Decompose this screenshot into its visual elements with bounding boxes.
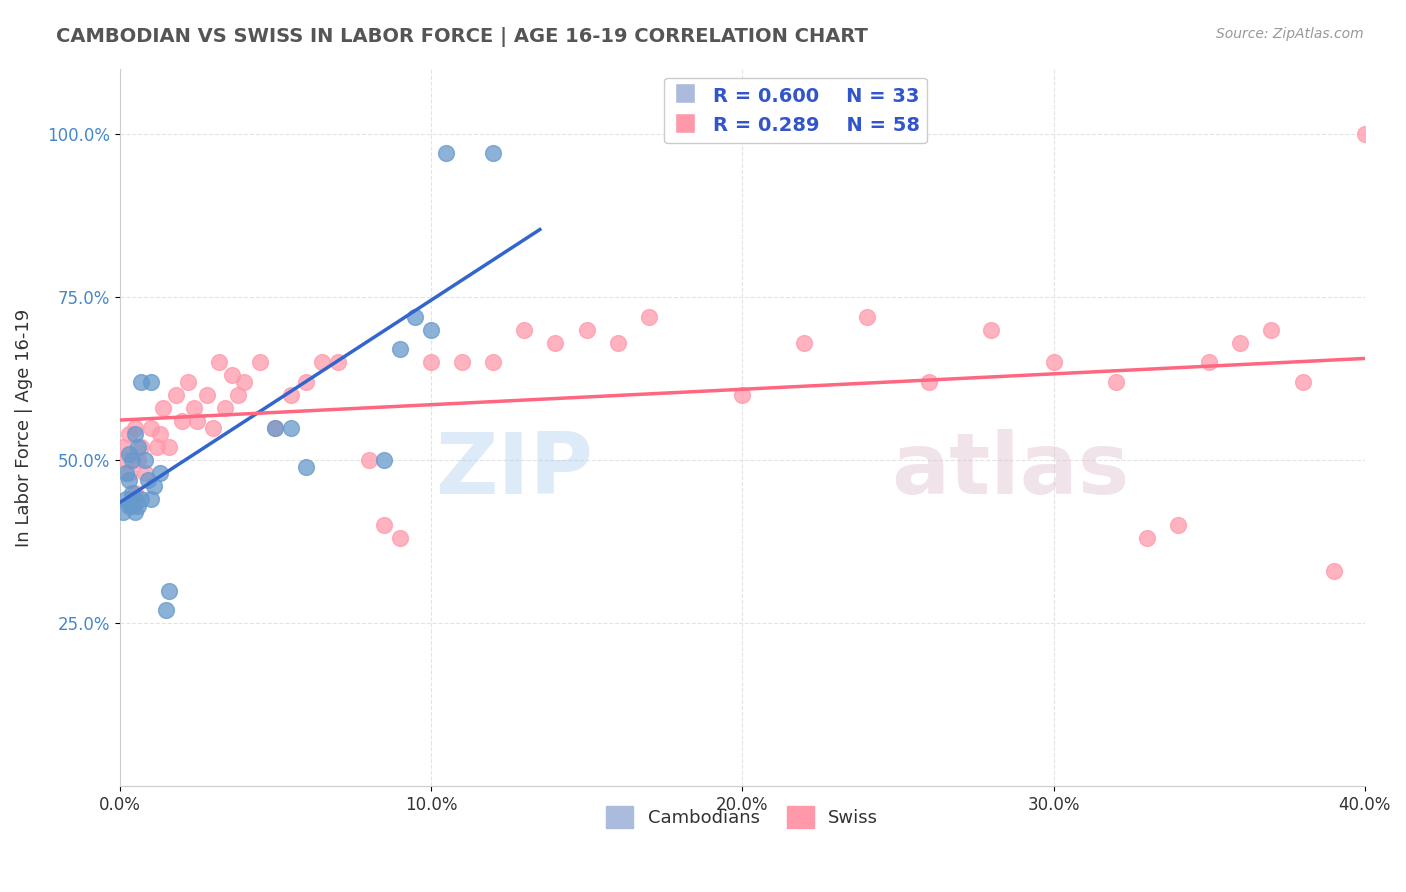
Point (131, 375, 153, 389)
Point (118, 427, 141, 442)
Point (121, 499, 143, 513)
Point (214, 401, 236, 415)
Point (118, 473, 141, 487)
Point (115, 453, 138, 467)
Point (146, 440, 169, 454)
Point (183, 401, 205, 415)
Point (115, 466, 138, 480)
Point (249, 355, 271, 369)
Point (451, 355, 474, 369)
Text: CAMBODIAN VS SWISS IN LABOR FORCE | AGE 16-19 CORRELATION CHART: CAMBODIAN VS SWISS IN LABOR FORCE | AGE … (56, 27, 868, 46)
Point (118, 499, 141, 513)
Point (373, 518, 395, 533)
Point (482, 146, 505, 161)
Point (855, 310, 877, 324)
Point (134, 466, 156, 480)
Point (124, 505, 146, 519)
Y-axis label: In Labor Force | Age 16-19: In Labor Force | Age 16-19 (15, 309, 32, 547)
Point (295, 375, 318, 389)
Point (980, 323, 1002, 337)
Point (121, 485, 143, 500)
Point (127, 440, 149, 454)
Point (124, 420, 146, 434)
Point (177, 375, 200, 389)
Point (157, 583, 180, 598)
Point (1323, 564, 1346, 578)
Point (731, 388, 754, 402)
Point (436, 146, 458, 161)
Point (152, 401, 174, 415)
Point (139, 375, 162, 389)
Point (157, 440, 180, 454)
Point (1136, 532, 1159, 546)
Point (127, 453, 149, 467)
Point (544, 335, 567, 350)
Point (1167, 518, 1189, 533)
Point (186, 414, 208, 428)
Point (139, 420, 162, 434)
Legend: Cambodians, Swiss: Cambodians, Swiss (599, 798, 886, 835)
Point (142, 479, 165, 493)
Point (118, 447, 141, 461)
Point (111, 440, 134, 454)
Point (121, 453, 143, 467)
Point (280, 388, 302, 402)
Point (575, 323, 598, 337)
Point (155, 603, 177, 617)
Point (388, 532, 411, 546)
Point (1354, 127, 1376, 141)
Point (1291, 375, 1313, 389)
Point (134, 453, 156, 467)
Point (311, 355, 333, 369)
Point (264, 420, 287, 434)
Point (482, 355, 505, 369)
Point (357, 453, 380, 467)
Point (264, 420, 287, 434)
Point (280, 420, 302, 434)
Point (208, 355, 231, 369)
Point (637, 310, 659, 324)
Point (606, 335, 628, 350)
Point (793, 335, 815, 350)
Point (111, 505, 134, 519)
Point (226, 388, 249, 402)
Point (149, 466, 172, 480)
Point (233, 375, 256, 389)
Point (201, 420, 224, 434)
Text: ZIP: ZIP (434, 429, 593, 512)
Point (918, 375, 941, 389)
Text: atlas: atlas (891, 429, 1130, 512)
Point (419, 323, 441, 337)
Point (221, 368, 243, 383)
Point (124, 485, 146, 500)
Point (1105, 375, 1128, 389)
Point (404, 310, 426, 324)
Point (124, 427, 146, 442)
Point (1198, 355, 1220, 369)
Text: Source: ZipAtlas.com: Source: ZipAtlas.com (1216, 27, 1364, 41)
Point (295, 459, 318, 474)
Point (1042, 355, 1064, 369)
Point (1260, 323, 1282, 337)
Point (118, 466, 141, 480)
Point (165, 388, 187, 402)
Point (388, 342, 411, 356)
Point (170, 414, 193, 428)
Point (139, 492, 162, 507)
Point (131, 440, 153, 454)
Point (136, 473, 159, 487)
Point (373, 453, 395, 467)
Point (419, 355, 441, 369)
Point (195, 388, 218, 402)
Point (115, 492, 138, 507)
Point (124, 492, 146, 507)
Point (149, 427, 172, 442)
Point (513, 323, 536, 337)
Point (127, 499, 149, 513)
Point (1229, 335, 1251, 350)
Point (131, 492, 153, 507)
Point (326, 355, 349, 369)
